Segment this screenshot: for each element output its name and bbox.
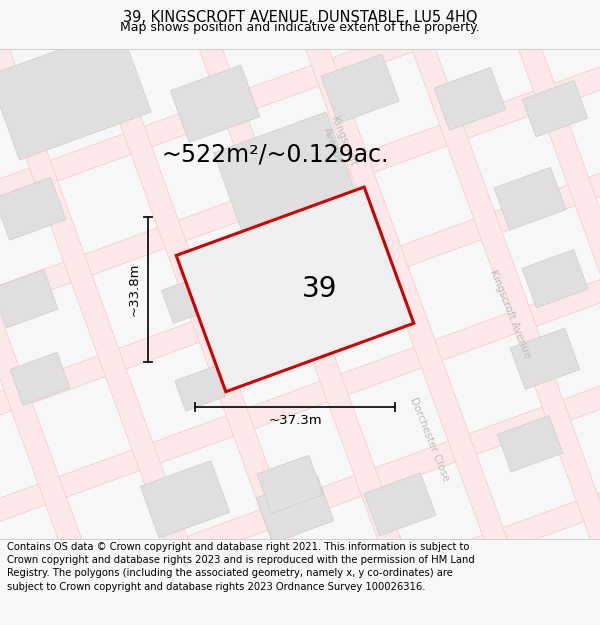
Polygon shape — [0, 412, 600, 625]
Text: 39: 39 — [302, 276, 338, 303]
Text: Contains OS data © Crown copyright and database right 2021. This information is : Contains OS data © Crown copyright and d… — [7, 542, 475, 591]
Polygon shape — [175, 366, 225, 411]
Polygon shape — [434, 68, 506, 130]
Polygon shape — [42, 0, 370, 625]
Polygon shape — [136, 0, 464, 625]
Text: Kingscroft Avenue: Kingscroft Avenue — [488, 269, 532, 360]
Polygon shape — [0, 36, 600, 364]
Polygon shape — [0, 177, 66, 240]
Polygon shape — [323, 0, 600, 625]
Polygon shape — [497, 416, 563, 472]
Text: ~33.8m: ~33.8m — [128, 262, 140, 316]
Polygon shape — [140, 461, 230, 538]
Polygon shape — [0, 0, 600, 176]
Polygon shape — [0, 224, 600, 552]
Polygon shape — [340, 292, 400, 345]
Text: Kingscroft
Avenue: Kingscroft Avenue — [319, 116, 358, 172]
Text: ~37.3m: ~37.3m — [268, 414, 322, 428]
Polygon shape — [418, 0, 600, 618]
Polygon shape — [214, 112, 356, 236]
Polygon shape — [364, 473, 436, 536]
Polygon shape — [523, 81, 587, 137]
Polygon shape — [512, 0, 600, 584]
Polygon shape — [230, 0, 558, 625]
Polygon shape — [0, 0, 600, 271]
Polygon shape — [170, 65, 260, 142]
Text: Map shows position and indicative extent of the property.: Map shows position and indicative extent… — [120, 21, 480, 34]
Polygon shape — [176, 187, 414, 392]
Polygon shape — [257, 455, 323, 514]
Polygon shape — [494, 168, 566, 230]
Polygon shape — [321, 54, 399, 123]
Polygon shape — [522, 249, 588, 308]
Polygon shape — [0, 0, 277, 625]
Polygon shape — [10, 352, 70, 405]
Text: 39, KINGSCROFT AVENUE, DUNSTABLE, LU5 4HQ: 39, KINGSCROFT AVENUE, DUNSTABLE, LU5 4H… — [123, 10, 477, 25]
Polygon shape — [0, 318, 600, 625]
Polygon shape — [0, 0, 182, 625]
Polygon shape — [161, 274, 218, 323]
Polygon shape — [0, 28, 151, 160]
Polygon shape — [256, 476, 334, 543]
Polygon shape — [0, 130, 600, 458]
Polygon shape — [510, 328, 580, 389]
Polygon shape — [0, 269, 58, 328]
Polygon shape — [0, 0, 590, 82]
Text: Dorchester Close: Dorchester Close — [409, 396, 451, 482]
Text: ~522m²/~0.129ac.: ~522m²/~0.129ac. — [161, 143, 389, 167]
